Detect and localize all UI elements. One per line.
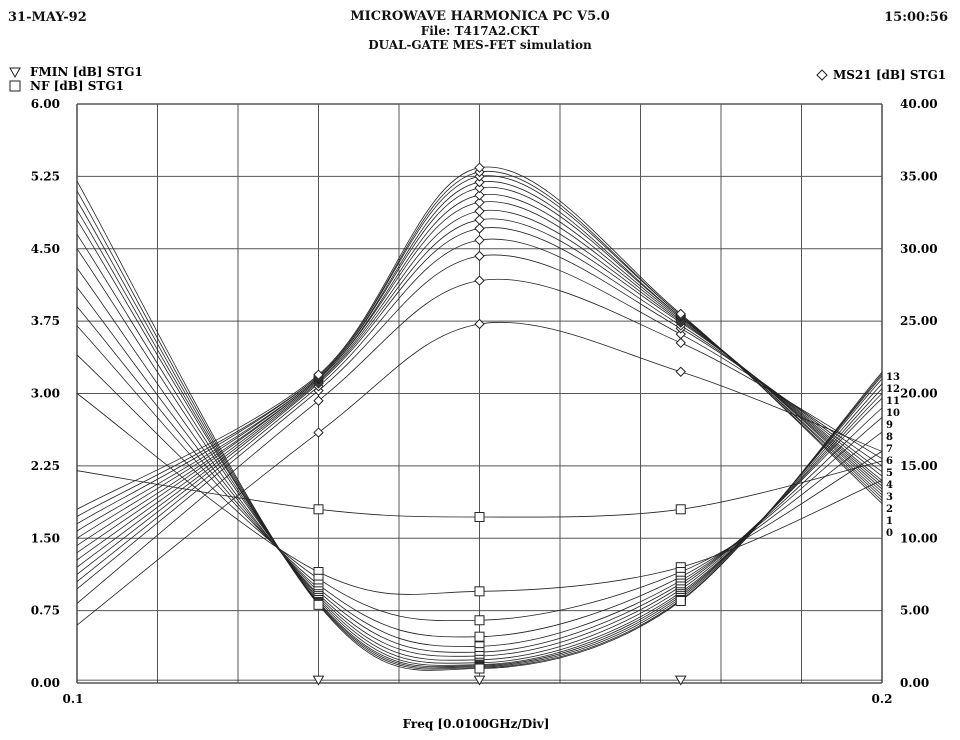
nf-legend-label: NF [dB] STG1 xyxy=(30,79,124,93)
right-axis-tick-label: 5.00 xyxy=(900,604,929,618)
ms21-marker xyxy=(474,197,485,208)
nf-marker xyxy=(675,504,686,515)
ms21-marker xyxy=(313,427,324,438)
curve-index-label: 8 xyxy=(886,432,893,443)
fmin-marker xyxy=(674,675,687,686)
curve-index-label: 4 xyxy=(886,480,893,491)
series-line xyxy=(76,248,883,661)
nf-marker xyxy=(313,599,324,610)
series-line xyxy=(76,181,883,671)
ms21-marker xyxy=(313,369,324,380)
right-axis-tick-label: 35.00 xyxy=(900,169,938,183)
ms21-marker xyxy=(474,176,485,188)
curve-index-label: 5 xyxy=(886,468,893,479)
curve-index-label: 12 xyxy=(886,384,900,395)
series-markers xyxy=(312,162,687,686)
x-axis-label: Freq [0.0100GHz/Div] xyxy=(403,717,550,731)
left-axis-tick-label: 3.00 xyxy=(31,387,60,401)
left-axis-tick-label: 0.00 xyxy=(31,676,60,690)
ms21-legend-label: MS21 [dB] STG1 xyxy=(833,68,946,82)
date-stamp: 31-MAY-92 xyxy=(8,10,87,25)
right-axis-tick-label: 40.00 xyxy=(900,97,938,111)
ms21-marker xyxy=(474,182,485,194)
right-axis-tick-label: 30.00 xyxy=(900,242,938,256)
fmin-legend-label: FMIN [dB] STG1 xyxy=(30,65,143,79)
right-axis-tick-label: 15.00 xyxy=(900,459,938,473)
ms21-marker xyxy=(474,214,485,226)
ms21-marker xyxy=(675,328,686,340)
nf-legend-symbol xyxy=(9,80,21,92)
fmin-marker xyxy=(312,675,325,686)
curve-index-label: 13 xyxy=(886,372,900,383)
right-axis-tick-label: 20.00 xyxy=(900,387,938,401)
ms21-marker xyxy=(474,318,485,330)
left-axis-tick-label: 1.50 xyxy=(31,531,60,545)
nf-marker xyxy=(313,504,324,515)
ms21-marker xyxy=(313,395,324,406)
curve-index-label: 2 xyxy=(886,504,893,515)
file-name: File: T417A2.CKT xyxy=(420,24,540,38)
ms21-marker xyxy=(474,250,485,262)
ms21-legend-symbol xyxy=(816,69,828,81)
ms21-marker xyxy=(474,275,485,286)
curve-index-label: 0 xyxy=(886,528,893,539)
ms21-marker xyxy=(474,189,485,201)
x-axis-tick-label: 0.2 xyxy=(872,692,893,706)
left-axis-tick-label: 0.75 xyxy=(31,604,60,618)
left-axis-tick-label: 5.25 xyxy=(31,169,60,183)
curve-index-label: 10 xyxy=(886,408,900,419)
fmin-legend-symbol xyxy=(9,67,21,79)
curve-index-label: 1 xyxy=(886,516,893,527)
curve-index-label: 11 xyxy=(886,396,900,407)
ms21-marker xyxy=(474,223,485,234)
time-stamp: 15:00:56 xyxy=(884,10,948,25)
nf-marker xyxy=(474,615,485,626)
x-axis-tick-label: 0.1 xyxy=(63,692,84,706)
curve-index-label: 3 xyxy=(886,492,893,503)
ms21-marker xyxy=(474,234,485,246)
right-axis-tick-label: 0.00 xyxy=(900,676,929,690)
fmin-marker xyxy=(473,675,486,686)
chart-title-block: MICROWAVE HARMONICA PC V5.0 File: T417A2… xyxy=(0,9,960,53)
left-axis-tick-label: 3.75 xyxy=(31,314,60,328)
nf-marker xyxy=(675,595,686,606)
right-axis-tick-label: 10.00 xyxy=(900,531,938,545)
curve-index-label: 7 xyxy=(886,444,893,455)
ms21-marker xyxy=(474,205,485,217)
series-line xyxy=(76,321,883,626)
left-axis-tick-label: 4.50 xyxy=(31,242,60,256)
nf-marker xyxy=(474,586,485,597)
ms21-marker xyxy=(675,366,686,377)
ms21-marker xyxy=(675,308,686,320)
chart-subtitle: DUAL-GATE MES-FET simulation xyxy=(368,38,592,52)
chart-title: MICROWAVE HARMONICA PC V5.0 xyxy=(350,9,610,24)
ms21-marker xyxy=(474,162,485,173)
curve-index-label: 9 xyxy=(886,420,893,431)
nf-marker xyxy=(474,663,485,674)
left-axis-tick-label: 6.00 xyxy=(31,97,60,111)
curve-index-label: 6 xyxy=(886,456,893,467)
left-axis-tick-label: 2.25 xyxy=(31,459,60,473)
nf-marker xyxy=(474,631,485,642)
ms21-marker xyxy=(675,337,686,349)
series-line xyxy=(76,200,883,669)
axes: 0.00 0.75 1.50 2.25 3.00 3.75 4.50 5.25 6.00 0.00… xyxy=(31,97,938,706)
series-line xyxy=(76,267,883,657)
nf-marker xyxy=(474,512,485,523)
right-axis-tick-label: 25.00 xyxy=(900,314,938,328)
